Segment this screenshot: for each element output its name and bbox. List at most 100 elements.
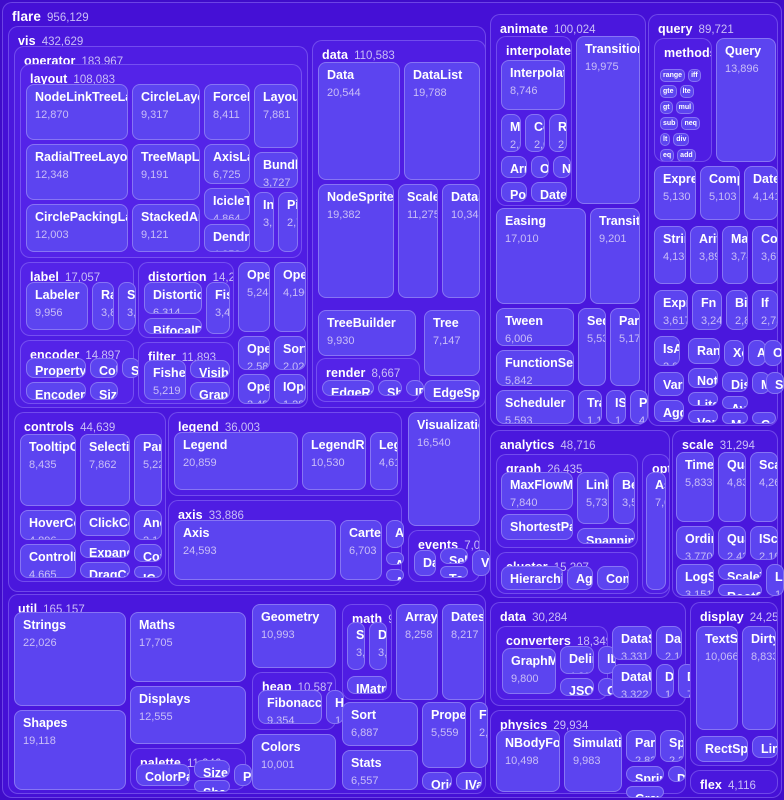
node-DataList[interactable]: DataList 19,788 (404, 62, 480, 180)
node-IsA[interactable]: IsA 2,039 (654, 336, 680, 366)
node-Average[interactable]: Average891 (722, 396, 748, 409)
node-gte[interactable]: gte (660, 85, 677, 98)
node-ISchedulable[interactable]: ISchedulable 1,041 (606, 390, 626, 424)
node-ScaleType[interactable]: ScaleType1,821 (718, 564, 762, 580)
node-Geometry[interactable]: Geometry 10,993 (252, 604, 336, 668)
node-TooltipControl[interactable]: TooltipControl 8,435 (20, 434, 76, 506)
node-DataField[interactable]: DataField1,759 (656, 664, 674, 698)
node-BinaryExpression[interactable]: BinaryExpression 2,893 (726, 290, 748, 330)
node-CartesianAxes[interactable]: CartesianAxes 6,703 (340, 520, 382, 580)
node-Sequence[interactable]: Sequence 5,534 (578, 308, 606, 386)
node-Tween[interactable]: Tween 6,006 (496, 308, 574, 346)
node-VisibilityFilter[interactable]: VisibilityFilter3,509 (190, 360, 230, 378)
node-MatrixInterpolator[interactable]: MatrixInterpolator 2,202 (501, 114, 521, 152)
node-LineSprite[interactable]: LineSprite1,732 (752, 736, 778, 758)
node-PieLayout[interactable]: PieLayout 2,728 (278, 192, 298, 252)
node-FisheyeDistortion[interactable]: FisheyeDistortion 3,444 (206, 282, 230, 334)
node-FunctionSequence[interactable]: FunctionSequence 5,842 (496, 350, 574, 386)
node-IValueProxy[interactable]: IValueProxy874 (456, 772, 482, 790)
node-Maths[interactable]: Maths 17,705 (130, 612, 246, 682)
node-Interpolator[interactable]: Interpolator 8,746 (501, 60, 565, 110)
node-Axis[interactable]: Axis 24,593 (174, 520, 336, 580)
node-Easing[interactable]: Easing 17,010 (496, 208, 586, 304)
node-Pause[interactable]: Pause449 (630, 390, 648, 424)
node-DragControl[interactable]: DragControl2,649 (80, 562, 130, 578)
node-Property[interactable]: Property 5,559 (422, 702, 466, 768)
node-IScaleMap[interactable]: IScaleMap 2,105 (750, 526, 778, 560)
node-Arithmetic[interactable]: Arithmetic 3,891 (690, 226, 718, 284)
node-QuantitativeScale[interactable]: QuantitativeScale 4,839 (718, 452, 746, 522)
node-Maximum[interactable]: Maximum843 (722, 412, 748, 424)
node-IDataConverter[interactable]: IDataConverter1,314 (598, 646, 616, 674)
node-Colors[interactable]: Colors 10,001 (252, 734, 336, 790)
node-AxisGridLine[interactable]: AxisGridLine652 (386, 552, 404, 565)
node-Count[interactable]: Count781 (752, 412, 776, 424)
node-FisheyeTreeFilter[interactable]: FisheyeTreeFilter 5,219 (144, 360, 186, 400)
node-SortOperator[interactable]: SortOperator 2,023 (274, 336, 306, 370)
node-Orientation[interactable]: Orientation1,486 (422, 772, 452, 790)
node-Sort[interactable]: Sort 6,887 (342, 702, 418, 746)
node-range[interactable]: range (660, 69, 686, 82)
node-LinearScale[interactable]: LinearScale1,316 (766, 564, 784, 596)
node-GraphDistanceFilter[interactable]: GraphDistanceFilter3,165 (190, 382, 230, 400)
node-div[interactable]: div (673, 133, 690, 146)
node-VisualizationEvent[interactable]: VisualizationEvent1,117 (472, 550, 490, 576)
node-TransitionEvent[interactable]: TransitionEvent 1,116 (578, 390, 602, 424)
node-gt[interactable]: gt (660, 101, 673, 114)
node-DenseMatrix[interactable]: DenseMatrix3,165 (369, 622, 387, 670)
node-RadialLabeler[interactable]: RadialLabeler 3,899 (92, 282, 114, 330)
node-HierarchicalCluster[interactable]: HierarchicalCluster6,714 (501, 566, 563, 590)
node-MaxFlowMinCut[interactable]: MaxFlowMinCut 7,840 (501, 472, 573, 510)
node-LegendRange[interactable]: LegendRange 10,530 (302, 432, 366, 490)
node-NBodyForce[interactable]: NBodyForce 10,498 (496, 730, 560, 792)
node-DateUtil[interactable]: DateUtil 4,141 (744, 166, 778, 220)
node-Not[interactable]: Not1,554 (688, 368, 718, 388)
node-AxisLayout[interactable]: AxisLayout 6,725 (204, 144, 250, 184)
node-Dates[interactable]: Dates 8,217 (442, 604, 484, 700)
node-ClickControl[interactable]: ClickControl 3,824 (80, 510, 130, 536)
node-sub[interactable]: sub (660, 117, 679, 130)
node-DataSprite[interactable]: DataSprite 10,349 (442, 184, 480, 298)
node-NumberInterpolator[interactable]: NumberInterpolator1,382 (553, 156, 571, 178)
node-CommunityStructure[interactable]: CommunityStructure3,812 (597, 566, 629, 590)
node-StringUtil[interactable]: StringUtil 4,130 (654, 226, 686, 284)
node-AggregateExpression[interactable]: AggregateExpression1,616 (654, 400, 684, 422)
node-TextSprite[interactable]: TextSprite 10,066 (696, 626, 738, 730)
node-BundledEdgeRouter[interactable]: BundledEdgeRouter 3,727 (254, 152, 298, 188)
node-Transitioner[interactable]: Transitioner 19,975 (576, 36, 640, 204)
node-DataUtil[interactable]: DataUtil 3,322 (612, 664, 652, 698)
node-add[interactable]: add (677, 149, 696, 161)
node-Fn[interactable]: Fn 3,240 (692, 290, 722, 330)
node-QuantileScale[interactable]: QuantileScale 2,435 (718, 526, 746, 560)
node-Axes[interactable]: Axes1,302 (386, 520, 404, 548)
node-Filter[interactable]: Filter2,324 (470, 702, 488, 768)
node-lte[interactable]: lte (679, 85, 694, 98)
node-BetweennessCentrality[interactable]: BetweennessCentrality 3,534 (613, 472, 635, 524)
node-Legend[interactable]: Legend 20,859 (174, 432, 298, 490)
node-ColorPalette[interactable]: ColorPalette6,367 (136, 764, 190, 786)
node-HoverControl[interactable]: HoverControl 4,896 (20, 510, 76, 540)
node-Encoder[interactable]: Encoder4,060 (26, 382, 86, 400)
node-ColorInterpolator[interactable]: ColorInterpolator 2,047 (525, 114, 545, 152)
node-Simulation[interactable]: Simulation 9,983 (564, 730, 622, 792)
node-AxisLabel[interactable]: AxisLabel636 (386, 569, 404, 581)
node-CompositeExpression[interactable]: CompositeExpression 3,677 (752, 226, 778, 284)
node-ShortestPaths[interactable]: ShortestPaths 5,914 (501, 514, 573, 540)
node-Transition[interactable]: Transition 9,201 (590, 208, 640, 304)
node-Scheduler[interactable]: Scheduler 5,593 (496, 390, 574, 424)
node-IMatrix[interactable]: IMatrix2,815 (347, 676, 387, 694)
node-RectangleInterpolator[interactable]: RectangleInterpolator2,042 (549, 114, 567, 152)
node-Range[interactable]: Range 1,594 (688, 338, 720, 364)
node-Match[interactable]: Match 3,748 (722, 226, 748, 284)
node-PropertyEncoder[interactable]: PropertyEncoder4,138 (26, 358, 86, 378)
node-Variable[interactable]: Variable1,124 (688, 410, 718, 423)
node-DelimitedTextConverter[interactable]: DelimitedTextConverter 4,294 (560, 646, 594, 674)
node-IOperator[interactable]: IOperator 1,286 (274, 374, 306, 404)
node-Or[interactable]: Or970 (764, 340, 782, 366)
node-DirtySprite[interactable]: DirtySprite 8,833 (742, 626, 776, 730)
node-Particle[interactable]: Particle 2,822 (626, 730, 656, 762)
node-TreeBuilder[interactable]: TreeBuilder 9,930 (318, 310, 416, 356)
node-OperatorList[interactable]: OperatorList 5,248 (238, 262, 270, 332)
node-LegendItem[interactable]: LegendItem 4,614 (370, 432, 398, 490)
